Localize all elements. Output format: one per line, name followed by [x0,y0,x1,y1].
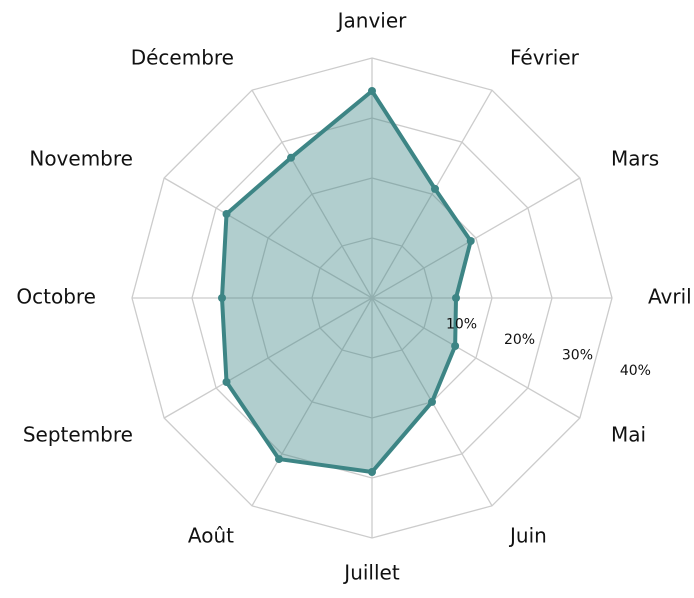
point [222,210,231,218]
spoke [371,297,581,419]
category-label: Novembre [29,147,133,171]
point [451,342,460,350]
spoke [371,89,493,299]
tick-label: 10% [446,317,477,333]
point [431,184,439,193]
point [287,153,295,162]
category-label: Février [510,45,580,69]
spoke [163,177,373,299]
spoke [163,297,373,419]
point [222,378,231,386]
spoke [371,177,581,299]
category-label: Mars [611,147,659,171]
point [368,468,376,476]
category-label: Janvier [336,9,408,33]
tick-label: 30% [562,348,593,364]
category-label: Mai [611,423,646,447]
point [275,455,283,464]
tick-label: 40% [620,363,651,379]
tick-label: 20% [504,332,535,348]
category-label: Juillet [342,561,400,585]
area [220,89,473,474]
spoke [251,89,373,299]
point [428,397,436,406]
category-label: Avril [648,285,692,309]
category-label: Juin [508,524,547,548]
category-label: Décembre [131,45,234,69]
category-label: Septembre [23,423,133,447]
spoke [251,297,373,507]
point [452,294,460,302]
point [218,294,226,302]
category-label: Août [188,524,234,548]
point [368,87,376,95]
category-label: Octobre [16,285,96,309]
point [466,237,475,245]
